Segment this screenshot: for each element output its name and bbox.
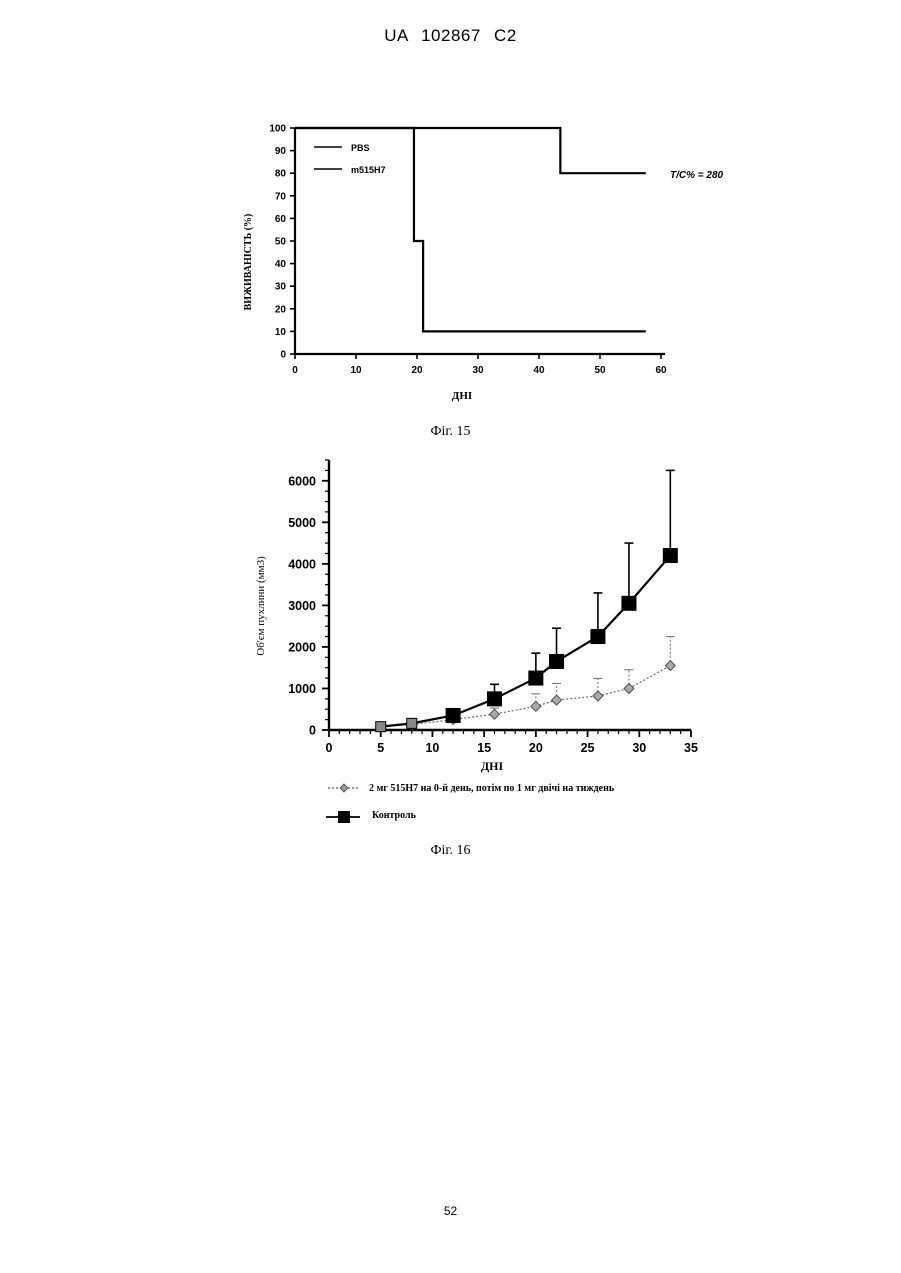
y-tick-label: 30	[275, 282, 287, 293]
legend-label-pbs: PBS	[351, 143, 370, 153]
survival-y-axis-label: ВИЖИВАНІСТЬ (%)	[243, 214, 254, 311]
control-marker	[663, 549, 677, 563]
survival-series-pbs	[295, 128, 646, 331]
control-series-line	[381, 556, 671, 727]
x-tick-label: 20	[411, 365, 423, 376]
legend-label-treatment: 2 мг 515H7 на 0-й день, потім по 1 мг дв…	[369, 783, 615, 794]
y-tick-label: 2000	[288, 640, 316, 654]
treatment-marker	[531, 701, 541, 711]
x-tick-label: 0	[326, 741, 333, 755]
x-tick-label: 30	[472, 365, 484, 376]
y-tick-label: 4000	[288, 557, 316, 571]
legend-label-m515h7: m515H7	[351, 165, 386, 175]
control-marker	[529, 671, 543, 685]
control-marker	[376, 722, 386, 732]
tumor-y-axis-label: Об'єм пухлини (мм3)	[255, 556, 267, 656]
page-number: 52	[0, 1204, 901, 1218]
treatment-marker	[665, 661, 675, 671]
x-tick-label: 60	[655, 365, 667, 376]
x-tick-label: 35	[684, 741, 698, 755]
treatment-series-line	[381, 666, 671, 727]
x-tick-label: 50	[594, 365, 606, 376]
x-tick-label: 10	[350, 365, 362, 376]
control-marker	[487, 692, 501, 706]
tumor-x-axis-label: ДНІ	[481, 759, 504, 773]
x-tick-label: 0	[292, 365, 298, 376]
y-tick-label: 80	[275, 169, 287, 180]
survival-chart: 01020304050607080901000102030405060 ДНІ …	[243, 124, 724, 403]
survival-chart-series	[295, 128, 646, 331]
y-tick-label: 90	[275, 146, 287, 157]
survival-chart-ticks: 0 10 20 30 40 50 60 70 80 90 100 0 10 20 30 40 50 60	[269, 124, 667, 377]
y-tick-label: 6000	[288, 474, 316, 488]
y-tick-label: 10	[275, 327, 287, 338]
legend-marker-treatment	[340, 784, 348, 792]
control-marker	[407, 718, 417, 728]
y-tick-label: 60	[275, 214, 287, 225]
treatment-marker	[489, 709, 499, 719]
control-marker	[550, 654, 564, 668]
tumor-chart-series	[376, 470, 678, 731]
legend-marker-control	[338, 811, 350, 823]
survival-chart-axes	[295, 128, 665, 354]
treatment-marker	[624, 683, 634, 693]
x-tick-label: 30	[632, 741, 646, 755]
x-tick-label: 10	[425, 741, 439, 755]
x-tick-label: 20	[529, 741, 543, 755]
y-tick-label: 70	[275, 191, 287, 202]
survival-legend: PBS m515H7	[314, 143, 386, 175]
treatment-marker	[552, 695, 562, 705]
control-marker	[591, 630, 605, 644]
x-tick-label: 25	[581, 741, 595, 755]
treatment-marker	[593, 691, 603, 701]
y-tick-label: 3000	[288, 599, 316, 613]
control-marker	[446, 708, 460, 722]
figure-16-caption: Фіг. 16	[0, 843, 901, 859]
legend-label-control: Контроль	[372, 810, 417, 821]
y-tick-label: 1000	[288, 682, 316, 696]
x-tick-label: 5	[377, 741, 384, 755]
y-tick-label: 40	[275, 259, 287, 270]
figure-15-caption: Фіг. 15	[0, 424, 901, 440]
tumor-volume-chart: 010002000300040005000600005101520253035 …	[255, 460, 698, 823]
survival-series-m515h7	[295, 128, 646, 173]
y-tick-label: 0	[280, 350, 286, 361]
y-tick-label: 100	[269, 124, 286, 135]
tc-annotation: T/C% = 280	[670, 170, 724, 181]
x-tick-label: 40	[533, 365, 545, 376]
tumor-legend: 2 мг 515H7 на 0-й день, потім по 1 мг дв…	[326, 783, 615, 823]
survival-x-axis-label: ДНІ	[452, 390, 472, 402]
y-tick-label: 50	[275, 237, 287, 248]
x-tick-label: 15	[477, 741, 491, 755]
control-marker	[622, 596, 636, 610]
y-tick-label: 0	[309, 724, 316, 738]
y-tick-label: 5000	[288, 516, 316, 530]
y-tick-label: 20	[275, 304, 287, 315]
